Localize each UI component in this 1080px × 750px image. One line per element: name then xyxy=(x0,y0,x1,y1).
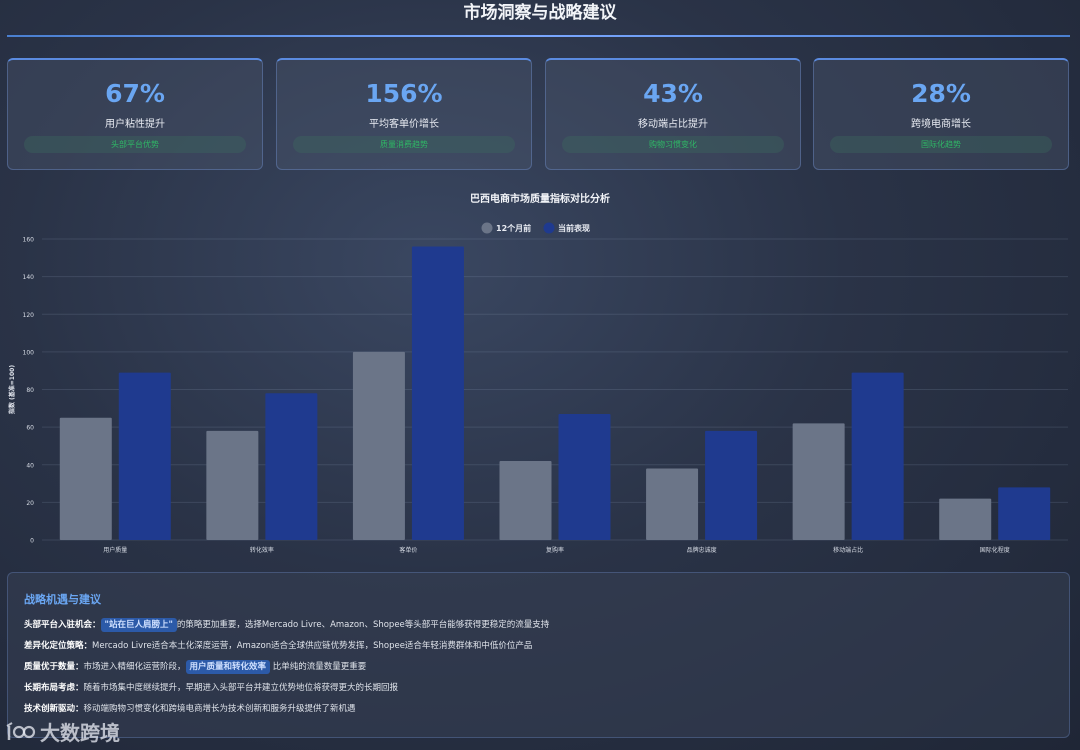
legend-swatch xyxy=(481,222,493,234)
strategy-item: 长期布局考虑：随着市场集中度继续提升，早期进入头部平台并建立优势地位将获得更大的… xyxy=(24,680,398,696)
kpi-label: 用户粘性提升 xyxy=(105,119,165,130)
y-axis-label: 指数 (基准=100) xyxy=(8,365,16,414)
bar xyxy=(59,417,112,540)
strategy-item: 头部平台入驻机会： "站在巨人肩膀上" 的策略更加重要，选择Mercado Livr… xyxy=(24,617,549,633)
strategy-item-text: 比单纯的流量数量更重要 xyxy=(272,662,367,672)
title-divider xyxy=(7,35,1070,37)
bar xyxy=(118,372,171,540)
y-tick-label: 20 xyxy=(26,500,34,507)
y-tick-label: 160 xyxy=(23,237,35,244)
strategy-item-label: 长期布局考虑： xyxy=(24,683,84,693)
strategy-item-text: Mercado Livre适合本土化深度运营，Amazon适合全球供应链优势发挥… xyxy=(92,641,533,651)
strategy-item: 质量优于数量：市场进入精细化运营阶段， 用户质量和转化效率 比单纯的流量数量更重要 xyxy=(24,659,366,675)
x-tick-label: 用户质量 xyxy=(103,546,127,554)
kpi-card-avg-order-value: 156% 平均客单价增长 质量消费趋势 xyxy=(276,58,532,170)
kpi-card-mobile-share: 43% 移动端占比提升 购物习惯变化 xyxy=(545,58,801,170)
bar xyxy=(265,393,318,540)
kpi-badge: 质量消费趋势 xyxy=(293,136,515,153)
bar xyxy=(705,430,758,540)
strategy-item-text-before: 市场进入精细化运营阶段， xyxy=(83,662,186,672)
bar xyxy=(411,246,464,540)
legend-swatch xyxy=(543,222,555,234)
kpi-label: 平均客单价增长 xyxy=(369,119,439,130)
kpi-value: 67% xyxy=(105,79,165,108)
bar xyxy=(939,498,992,540)
page-title: 市场洞察与战略建议 xyxy=(463,3,617,23)
kpi-value: 28% xyxy=(911,79,971,108)
bar xyxy=(499,460,552,540)
bar xyxy=(558,413,611,540)
y-tick-label: 0 xyxy=(30,538,34,545)
logo-text: 大数跨境 xyxy=(40,720,120,745)
strategy-item-label: 差异化定位策略： xyxy=(24,641,93,651)
legend-label: 12个月前 xyxy=(496,223,531,233)
x-tick-label: 国际化程度 xyxy=(980,546,1010,554)
strategy-item-label: 技术创新驱动： xyxy=(24,704,84,714)
kpi-value: 156% xyxy=(365,79,443,108)
brand-logo: 大数跨境 xyxy=(6,716,120,746)
x-tick-label: 客单价 xyxy=(399,546,417,554)
highlight-tag: 用户质量和转化效率 xyxy=(185,660,271,674)
kpi-value: 43% xyxy=(643,79,703,108)
x-tick-label: 转化效率 xyxy=(250,546,274,554)
bar xyxy=(998,487,1051,540)
y-tick-label: 40 xyxy=(26,462,34,469)
logo-icon xyxy=(6,722,36,740)
y-tick-label: 80 xyxy=(26,387,34,394)
kpi-label: 移动端占比提升 xyxy=(638,119,708,130)
strategy-item-text: 的策略更加重要，选择Mercado Livre、Amazon、Shopee等头部… xyxy=(176,620,550,630)
y-tick-label: 140 xyxy=(23,274,35,281)
y-tick-label: 120 xyxy=(23,312,35,319)
kpi-card-user-stickiness: 67% 用户粘性提升 头部平台优势 xyxy=(7,58,263,170)
strategy-panel: 战略机遇与建议 头部平台入驻机会： "站在巨人肩膀上" 的策略更加重要，选择Merc… xyxy=(7,572,1070,738)
strategy-item: 技术创新驱动：移动端购物习惯变化和跨境电商增长为技术创新和服务升级提供了新机遇 xyxy=(24,701,356,717)
panel-title: 战略机遇与建议 xyxy=(24,593,101,606)
kpi-badge: 购物习惯变化 xyxy=(562,136,784,153)
kpi-badge: 国际化趋势 xyxy=(830,136,1052,153)
legend-label: 当前表现 xyxy=(558,223,590,233)
strategy-item: 差异化定位策略：Mercado Livre适合本土化深度运营，Amazon适合全… xyxy=(24,638,532,654)
y-tick-label: 100 xyxy=(23,349,35,356)
bar xyxy=(792,423,845,540)
x-tick-label: 品牌忠诚度 xyxy=(687,546,717,554)
bar xyxy=(352,351,405,540)
chart-title: 巴西电商市场质量指标对比分析 xyxy=(470,192,610,205)
bar xyxy=(206,430,259,540)
kpi-badge: 头部平台优势 xyxy=(24,136,246,153)
strategy-item-text: 移动端购物习惯变化和跨境电商增长为技术创新和服务升级提供了新机遇 xyxy=(83,704,356,714)
strategy-item-label: 头部平台入驻机会： xyxy=(24,620,101,630)
kpi-card-cross-border: 28% 跨境电商增长 国际化趋势 xyxy=(813,58,1069,170)
y-tick-label: 60 xyxy=(26,425,34,432)
strategy-item-text: 随着市场集中度继续提升，早期进入头部平台并建立优势地位将获得更大的长期回报 xyxy=(83,683,399,693)
x-tick-label: 移动端占比 xyxy=(833,546,863,554)
strategy-item-label: 质量优于数量： xyxy=(24,662,84,672)
highlight-tag: "站在巨人肩膀上" xyxy=(100,618,177,632)
kpi-label: 跨境电商增长 xyxy=(911,119,971,130)
quality-metrics-chart: 巴西电商市场质量指标对比分析 12个月前 当前表现 0 20 40 60 80 100 120 14… xyxy=(0,180,1080,560)
bar xyxy=(646,468,699,540)
bar xyxy=(851,372,904,540)
x-tick-label: 复购率 xyxy=(546,546,564,554)
